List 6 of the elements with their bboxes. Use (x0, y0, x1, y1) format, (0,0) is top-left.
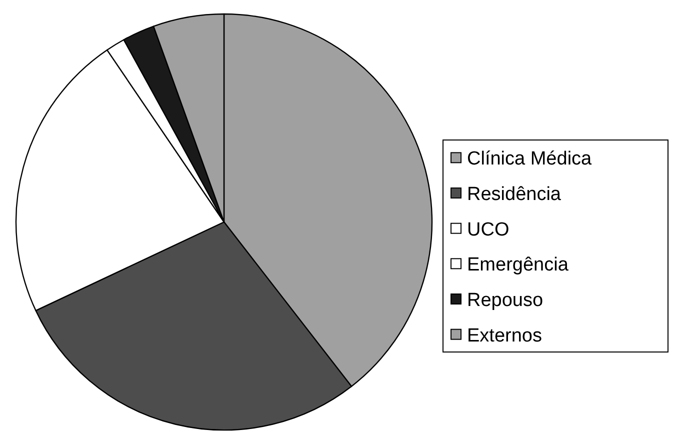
legend-label: Residência (467, 184, 562, 205)
legend-label: UCO (467, 219, 510, 240)
legend-label: Externos (467, 325, 542, 346)
legend-label: Emergência (467, 254, 569, 276)
legend-label: Repouso (467, 290, 544, 311)
legend-label: Clínica Médica (467, 148, 592, 170)
